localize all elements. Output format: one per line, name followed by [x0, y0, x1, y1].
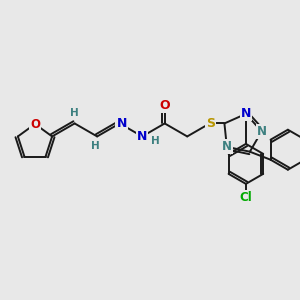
Text: N: N — [256, 125, 267, 138]
Text: Cl: Cl — [239, 191, 252, 204]
Text: N: N — [137, 130, 147, 143]
Text: N: N — [116, 117, 127, 130]
Text: H: H — [70, 108, 79, 118]
Text: H: H — [91, 141, 100, 152]
Text: O: O — [159, 99, 170, 112]
Text: O: O — [30, 118, 40, 130]
Text: H: H — [151, 136, 160, 146]
Text: N: N — [222, 140, 232, 153]
Text: N: N — [241, 107, 251, 120]
Text: S: S — [206, 117, 215, 130]
